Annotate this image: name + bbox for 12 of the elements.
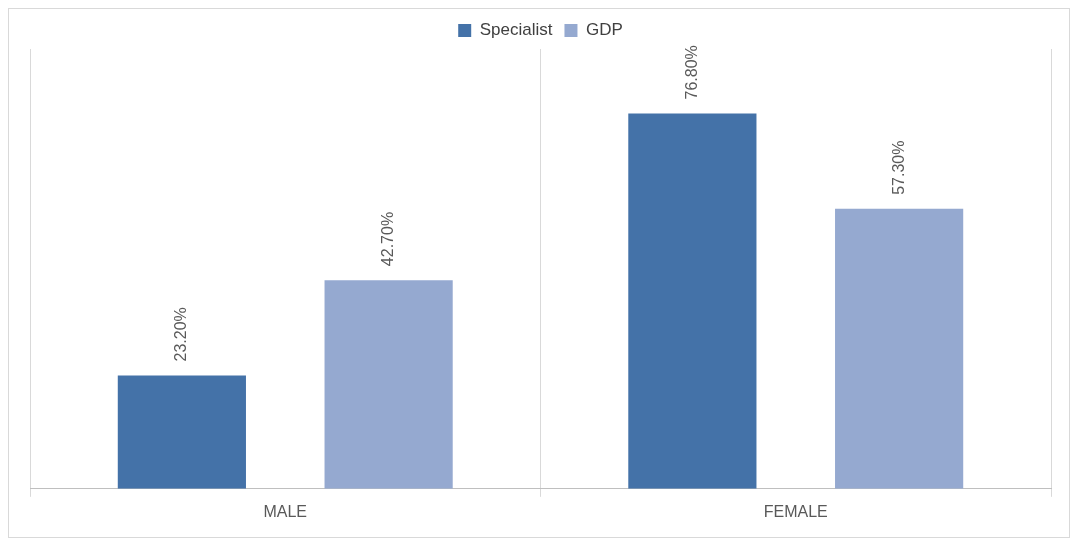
legend-label: GDP	[585, 20, 623, 40]
legend-label: Specialist	[479, 20, 553, 40]
data-label: 42.70%	[379, 211, 397, 267]
bar	[628, 113, 757, 489]
x-tick-label: MALE	[263, 502, 308, 520]
bar	[324, 280, 453, 489]
x-tick-label: FEMALE	[763, 502, 828, 520]
bar	[835, 208, 964, 489]
bar	[117, 375, 246, 489]
data-label: 76.80%	[682, 45, 700, 100]
data-label: 23.20%	[172, 307, 190, 362]
data-label: 57.30%	[889, 140, 907, 195]
